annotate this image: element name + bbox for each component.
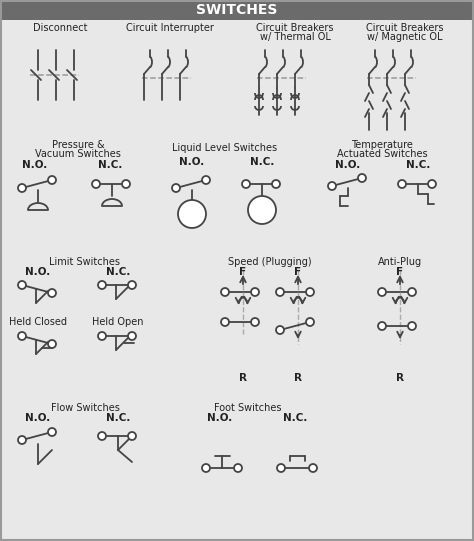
Circle shape <box>18 332 26 340</box>
Text: F: F <box>294 267 301 277</box>
Circle shape <box>309 464 317 472</box>
Circle shape <box>378 288 386 296</box>
Text: N.C.: N.C. <box>106 267 130 277</box>
Circle shape <box>277 464 285 472</box>
Circle shape <box>98 332 106 340</box>
Circle shape <box>122 180 130 188</box>
Text: Held Open: Held Open <box>92 317 144 327</box>
Text: Flow Switches: Flow Switches <box>51 403 119 413</box>
Text: N.O.: N.O. <box>336 160 361 170</box>
Text: N.O.: N.O. <box>22 160 47 170</box>
Circle shape <box>48 428 56 436</box>
Text: N.C.: N.C. <box>106 413 130 423</box>
Text: Actuated Switches: Actuated Switches <box>337 149 428 159</box>
Circle shape <box>202 176 210 184</box>
Circle shape <box>48 176 56 184</box>
Text: w/ Magnetic OL: w/ Magnetic OL <box>367 32 443 42</box>
Circle shape <box>248 196 276 224</box>
Circle shape <box>202 464 210 472</box>
Circle shape <box>306 288 314 296</box>
Circle shape <box>18 184 26 192</box>
Circle shape <box>92 180 100 188</box>
Circle shape <box>408 288 416 296</box>
Text: Disconnect: Disconnect <box>33 23 87 33</box>
Circle shape <box>98 432 106 440</box>
Text: N.O.: N.O. <box>179 157 205 167</box>
Text: Anti-Plug: Anti-Plug <box>378 257 422 267</box>
Text: Circuit Breakers: Circuit Breakers <box>256 23 334 33</box>
Text: N.O.: N.O. <box>207 413 233 423</box>
Circle shape <box>378 322 386 330</box>
Circle shape <box>128 432 136 440</box>
Text: Pressure &: Pressure & <box>52 140 104 150</box>
Circle shape <box>398 180 406 188</box>
Text: N.C.: N.C. <box>98 160 122 170</box>
Text: Liquid Level Switches: Liquid Level Switches <box>173 143 278 153</box>
Text: N.C.: N.C. <box>250 157 274 167</box>
Text: Temperature: Temperature <box>351 140 413 150</box>
Text: F: F <box>396 267 403 277</box>
Circle shape <box>128 281 136 289</box>
Circle shape <box>18 281 26 289</box>
Text: N.O.: N.O. <box>26 267 51 277</box>
Circle shape <box>276 326 284 334</box>
Text: w/ Thermal OL: w/ Thermal OL <box>260 32 330 42</box>
Text: F: F <box>239 267 246 277</box>
Circle shape <box>48 340 56 348</box>
Text: Vacuum Switches: Vacuum Switches <box>35 149 121 159</box>
Bar <box>0 0 474 20</box>
Text: Foot Switches: Foot Switches <box>214 403 282 413</box>
Text: N.C.: N.C. <box>406 160 430 170</box>
Circle shape <box>48 289 56 297</box>
Circle shape <box>272 180 280 188</box>
Circle shape <box>251 318 259 326</box>
Circle shape <box>128 332 136 340</box>
Text: Held Closed: Held Closed <box>9 317 67 327</box>
Text: N.C.: N.C. <box>283 413 307 423</box>
Circle shape <box>221 318 229 326</box>
Circle shape <box>358 174 366 182</box>
Text: Speed (Plugging): Speed (Plugging) <box>228 257 312 267</box>
Circle shape <box>428 180 436 188</box>
Text: Circuit Breakers: Circuit Breakers <box>366 23 444 33</box>
Circle shape <box>242 180 250 188</box>
Text: Limit Switches: Limit Switches <box>49 257 120 267</box>
Circle shape <box>178 200 206 228</box>
Text: R: R <box>239 373 247 383</box>
Circle shape <box>408 322 416 330</box>
Text: R: R <box>396 373 404 383</box>
Text: N.O.: N.O. <box>26 413 51 423</box>
Circle shape <box>172 184 180 192</box>
Circle shape <box>328 182 336 190</box>
Circle shape <box>221 288 229 296</box>
Circle shape <box>18 436 26 444</box>
Circle shape <box>306 318 314 326</box>
Circle shape <box>251 288 259 296</box>
Circle shape <box>276 288 284 296</box>
Circle shape <box>98 281 106 289</box>
Text: R: R <box>294 373 302 383</box>
Circle shape <box>234 464 242 472</box>
Text: Circuit Interrupter: Circuit Interrupter <box>126 23 214 33</box>
Text: SWITCHES: SWITCHES <box>196 3 278 17</box>
